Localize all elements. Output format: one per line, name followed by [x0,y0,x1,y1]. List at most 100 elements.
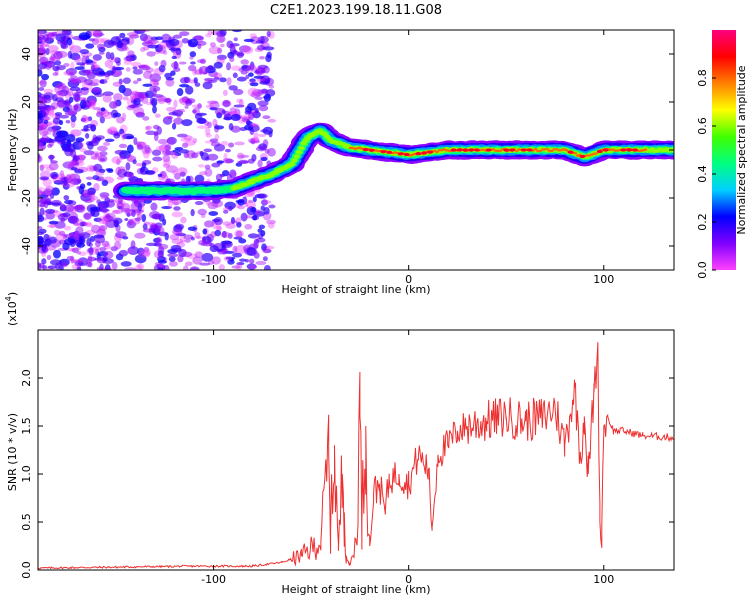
spectrogram-noise-blob [250,138,256,145]
spectrogram-noise-blob [66,37,73,46]
spectrogram-noise-blob [194,232,201,239]
spectrogram-noise-blob [45,208,56,214]
spectrogram-noise-blob [245,74,250,80]
spectrogram-noise-blob [232,72,238,79]
spectrogram-x-ticks: -100 0 100 [201,30,614,286]
spectrogram-noise-blob [173,99,178,108]
spectrogram-noise-blob [157,44,167,54]
spectrogram-noise-blob [165,165,178,173]
spectrogram-noise-blob [68,77,77,82]
spectrogram-peak-mark [450,148,457,152]
spectrogram-noise-blob [137,202,143,212]
spectrogram-noise-blob [268,84,275,89]
spectrogram-noise-blob [222,221,232,226]
spectrogram-noise-blob [84,198,93,204]
spectrogram-noise-blob [255,68,264,74]
spectrogram-noise-blob [229,169,237,179]
spectrogram-noise-blob [254,209,262,216]
spectrogram-noise-blob [48,162,59,171]
spectrogram-noise-blob [70,248,76,252]
spectrogram-noise-blob [91,87,101,93]
spectrogram-noise-blob [55,91,65,99]
spectrogram-noise-blob [139,64,150,69]
spectrogram-noise-blob [94,152,99,158]
spectrogram-noise-blob [112,217,123,225]
colorbar-tick-label: 0.6 [696,117,709,135]
spectrogram-peak-mark [602,148,609,152]
spectrogram-noise-blob [216,222,222,230]
spectrogram-noise-blob [117,205,122,210]
spectrogram-noise-blob [112,81,123,87]
spectrogram-noise-blob [76,242,86,248]
colorbar-bar [712,30,736,270]
spectrogram-noise-blob [190,61,196,65]
spectrogram-noise-blob [113,93,123,102]
spectrogram-noise-blob [221,230,227,238]
spectrogram-noise-blob [220,43,225,48]
spectrogram-noise-blob [92,246,102,251]
spectrogram-noise-blob [63,70,76,76]
snr-panel: -100 0 100 0.0 0.5 1.0 1.5 2.0 Height of strai… [4,292,675,596]
spectrogram-noise-blob [153,213,161,220]
spectrogram-noise-blob [179,83,190,88]
spectrogram-noise-blob [155,145,167,151]
spectrogram-noise-blob [192,109,197,114]
spectrogram-noise-blob [176,167,188,176]
spectrogram-noise-blob [43,119,49,125]
spectrogram-noise-blob [38,30,44,37]
spectrogram-noise-blob [220,240,233,245]
spectrogram-noise-blob [196,117,207,124]
spectrogram-noise-blob [38,44,42,49]
spectrogram-noise-blob [247,137,260,144]
spectrogram-noise-blob [127,218,134,226]
spectrogram-noise-blob [42,33,50,42]
spectrogram-noise-blob [111,209,124,214]
snr-x-axis-label: Height of straight line (km) [281,583,430,596]
spectrogram-noise-blob [163,264,170,270]
spectrogram-noise-blob [89,236,96,243]
spectrogram-x-tick-label: -100 [201,273,226,286]
spectrogram-noise-blob [75,137,85,143]
spectrogram-noise-blob [134,254,147,264]
spectrogram-noise-blob [255,260,267,266]
spectrogram-noise-blob [189,51,197,58]
spectrogram-noise-blob [74,162,80,166]
spectrogram-noise-blob [170,244,182,252]
spectrogram-noise-blob [266,219,276,225]
spectrogram-noise-blob [181,119,193,127]
spectrogram-noise-blob [87,82,99,87]
spectrogram-noise-blob [164,144,172,152]
spectrogram-noise-blob [205,199,211,206]
spectrogram-noise-blob [179,149,189,154]
spectrogram-x-tick-label: 0 [405,273,412,286]
spectrogram-noise-blob [38,262,42,270]
spectrogram-noise-blob [88,242,93,248]
spectrogram-noise-blob [253,240,259,249]
spectrogram-noise-blob [132,159,137,165]
spectrogram-noise-blob [115,231,127,239]
spectrogram-noise-blob [172,170,178,175]
spectrogram-noise-blob [224,250,235,254]
spectrogram-noise-blob [50,199,62,207]
spectrogram-noise-blob [99,151,108,157]
spectrogram-peak-mark [626,148,633,152]
spectrogram-noise-blob [125,67,131,72]
spectrogram-noise-blob [38,231,45,236]
spectrogram-noise-blob [224,148,231,153]
spectrogram-noise-blob [47,108,55,117]
spectrogram-noise-blob [39,79,47,88]
spectrogram-noise-blob [62,161,75,169]
spectrogram-noise-blob [92,175,100,181]
spectrogram-noise-blob [71,247,79,253]
spectrogram-noise-blob [198,164,205,168]
spectrogram-noise-blob [174,223,185,230]
spectrogram-noise-blob [76,250,81,255]
spectrogram-noise-blob [219,77,227,83]
spectrogram-ridge-mark [498,149,503,152]
spectrogram-noise-blob [130,240,136,250]
spectrogram-noise-blob [131,61,142,67]
spectrogram-noise-blob [66,256,74,262]
spectrogram-noise-blob [168,111,178,116]
spectrogram-noise-blob [241,65,248,69]
spectrogram-noise-blob [239,98,244,108]
